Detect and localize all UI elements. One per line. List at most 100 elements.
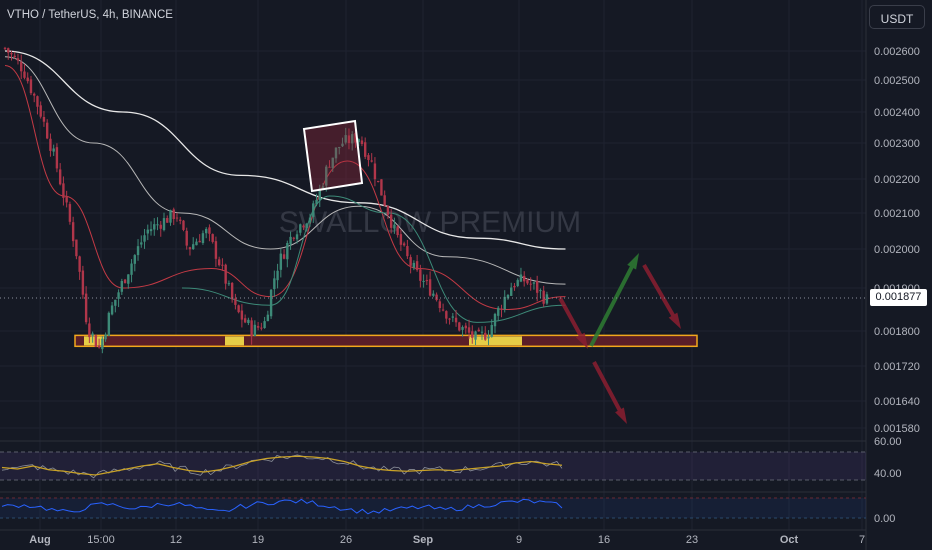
candle-body bbox=[172, 209, 175, 220]
candle-body bbox=[497, 307, 500, 316]
osc-line bbox=[1, 498, 563, 515]
candle-body bbox=[302, 225, 305, 228]
ma-line-green bbox=[181, 195, 566, 323]
candle-body bbox=[42, 117, 46, 122]
candle-body bbox=[474, 331, 477, 340]
support-zone bbox=[74, 334, 698, 348]
support-highlight bbox=[225, 336, 244, 346]
price-axis[interactable]: 0.002600 0.002500 0.002400 0.002300 0.002200… bbox=[865, 0, 920, 550]
candle-body bbox=[62, 183, 65, 198]
candle-body bbox=[182, 220, 185, 230]
candle-body bbox=[221, 264, 224, 266]
osc-tick-label: 0.00 bbox=[874, 513, 895, 525]
candle-body bbox=[26, 77, 29, 82]
candle-body bbox=[412, 262, 416, 268]
candle-body bbox=[266, 314, 270, 322]
time-tick-label: Oct bbox=[780, 534, 799, 546]
candle-body bbox=[354, 133, 357, 143]
price-tick-label: 0.002000 bbox=[874, 244, 920, 256]
price-tick-label: 0.002400 bbox=[874, 107, 920, 119]
candle-body bbox=[84, 293, 88, 323]
ma-line-white bbox=[4, 50, 566, 250]
arrow-down-2 bbox=[642, 263, 681, 329]
candle-body bbox=[117, 292, 120, 299]
candle-body bbox=[292, 237, 296, 239]
rsi-band bbox=[0, 452, 866, 480]
candle-body bbox=[415, 261, 419, 271]
price-tick-label: 0.001640 bbox=[874, 396, 920, 408]
candle-body bbox=[458, 322, 461, 331]
candle-body bbox=[529, 283, 532, 285]
candle-body bbox=[519, 274, 523, 282]
candle-body bbox=[149, 229, 153, 232]
price-tick-label: 0.002300 bbox=[874, 138, 920, 150]
support-highlight bbox=[469, 336, 522, 346]
candle-body bbox=[104, 334, 107, 340]
candle-body bbox=[224, 264, 227, 284]
candle-body bbox=[373, 163, 377, 180]
candle-body bbox=[396, 226, 399, 236]
candle-body bbox=[490, 324, 493, 337]
candle-body bbox=[250, 320, 253, 337]
candle-body bbox=[370, 160, 373, 162]
candle-body bbox=[477, 329, 480, 332]
watermark: SWALLOW PREMIUM bbox=[279, 206, 581, 239]
candle-body bbox=[33, 93, 36, 96]
candle-body bbox=[110, 305, 114, 315]
candle-body bbox=[334, 147, 338, 159]
candle-body bbox=[13, 55, 16, 58]
ma-line-grey bbox=[4, 56, 566, 285]
candle-body bbox=[425, 280, 429, 282]
time-tick-label: 23 bbox=[686, 534, 698, 546]
candle-body bbox=[230, 282, 234, 300]
candle-body bbox=[363, 142, 367, 157]
candle-body bbox=[260, 327, 263, 329]
candle-body bbox=[383, 195, 386, 206]
candle-body bbox=[484, 332, 487, 340]
time-tick-label: Sep bbox=[413, 534, 433, 546]
rsi-pane[interactable]: 60.00 40.00 bbox=[0, 436, 902, 481]
oscillator-pane[interactable]: 0.00 bbox=[0, 491, 895, 525]
candle-body bbox=[153, 224, 156, 230]
candle-body bbox=[545, 294, 549, 304]
candle-body bbox=[101, 338, 104, 350]
grid-lines bbox=[0, 0, 866, 530]
candle-body bbox=[513, 285, 516, 288]
candle-body bbox=[386, 205, 390, 215]
candle-body bbox=[253, 324, 257, 336]
candle-body bbox=[402, 243, 406, 246]
candle-body bbox=[234, 298, 237, 305]
price-tick-label: 0.001720 bbox=[874, 361, 920, 373]
currency-button[interactable]: USDT bbox=[869, 5, 925, 29]
candle-body bbox=[321, 186, 325, 189]
price-tick-label: 0.001800 bbox=[874, 326, 920, 338]
candle-body bbox=[399, 234, 403, 245]
time-axis[interactable]: Aug 15:00 12 19 26 Sep 9 16 23 Oct 7 bbox=[0, 529, 866, 546]
candle-body bbox=[357, 139, 360, 143]
candle-body bbox=[464, 325, 467, 329]
time-tick-label: 15:00 bbox=[87, 534, 115, 546]
symbol-title[interactable]: VTHO / TetherUS, 4h, BINANCE bbox=[7, 9, 173, 21]
candle-body bbox=[380, 179, 383, 196]
candle-body bbox=[422, 280, 425, 282]
candle-body bbox=[169, 209, 172, 223]
candle-body bbox=[133, 255, 136, 264]
candle-body bbox=[240, 310, 244, 320]
candle-body bbox=[299, 224, 302, 233]
candle-body bbox=[94, 335, 98, 347]
candle-body bbox=[325, 166, 328, 186]
candle-body bbox=[338, 147, 341, 149]
candle-body bbox=[52, 148, 55, 152]
candle-body bbox=[305, 223, 308, 229]
candle-body bbox=[130, 263, 133, 275]
candle-body bbox=[156, 224, 159, 226]
drawing-annotations bbox=[302, 119, 681, 424]
candle-body bbox=[217, 259, 221, 266]
candle-body bbox=[107, 312, 111, 336]
candle-body bbox=[7, 48, 10, 53]
price-tick-label: 0.001580 bbox=[874, 423, 920, 435]
candle-body bbox=[243, 318, 247, 323]
candle-body bbox=[23, 71, 26, 78]
